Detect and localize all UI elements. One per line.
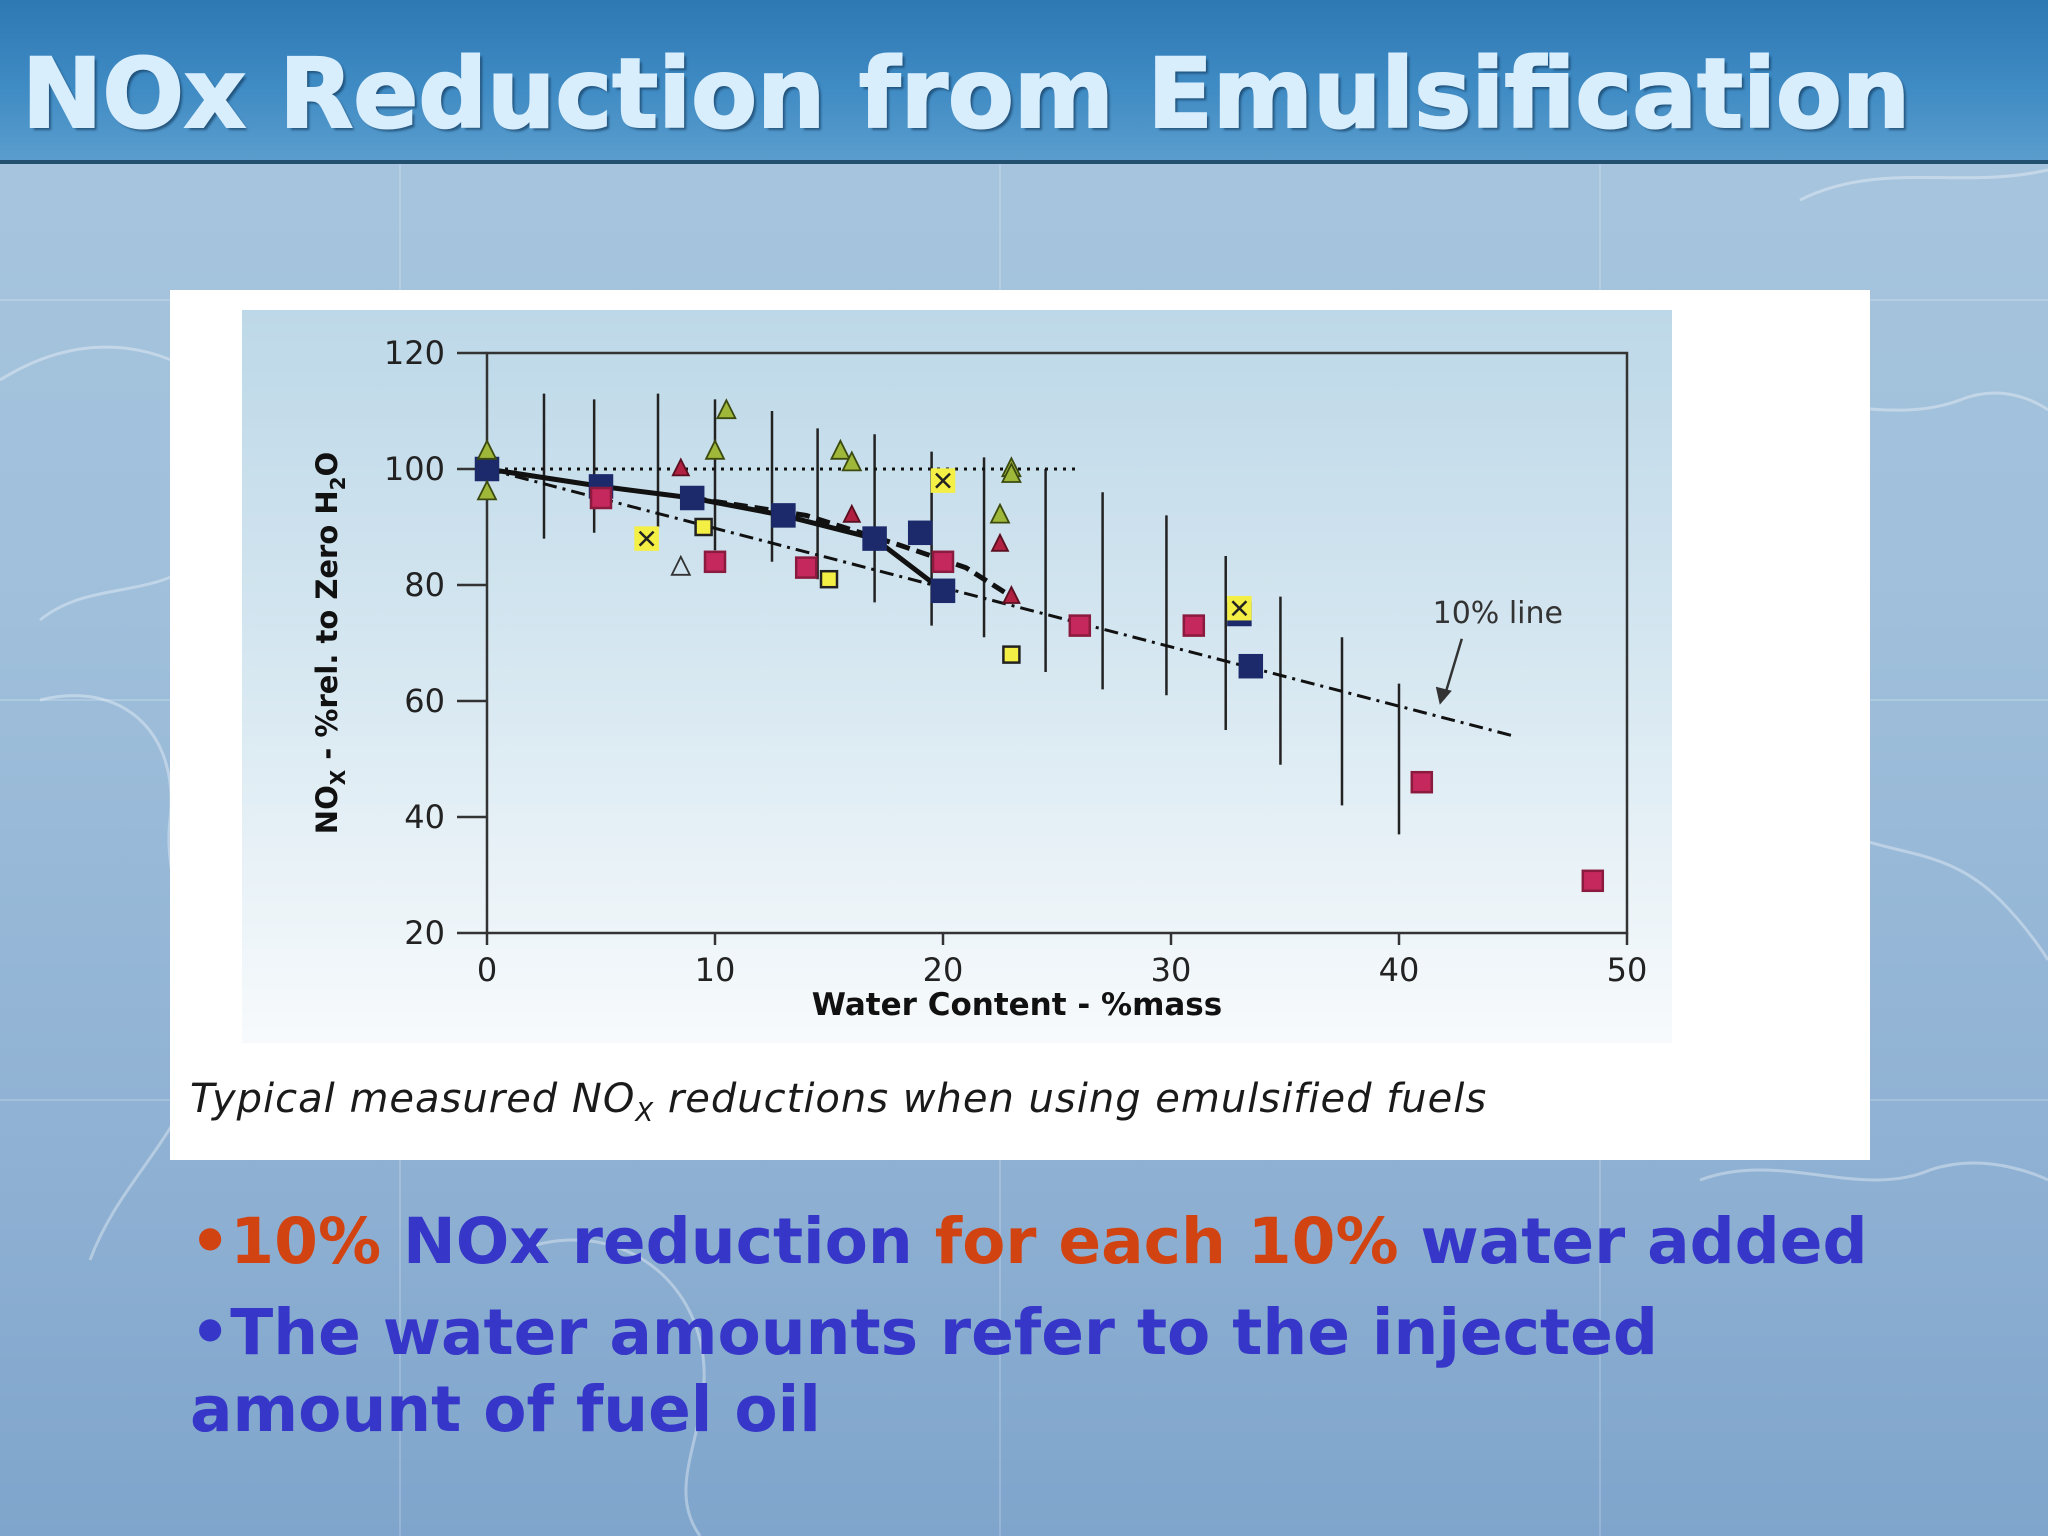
yellow-square-marker bbox=[694, 517, 713, 537]
nox-scatter-chart: 0 10 20 30 40 50 20 40 60 80 100 120 Water Content -… bbox=[310, 334, 1648, 1023]
annotation-arrowhead bbox=[1435, 686, 1452, 705]
bullet-item: •The water amounts refer to the injected… bbox=[190, 1295, 1950, 1449]
red-triangle-marker bbox=[671, 457, 691, 477]
reference-line bbox=[486, 467, 1514, 738]
caption-sub: X bbox=[635, 1098, 655, 1128]
olive-triangle-marker bbox=[989, 502, 1011, 524]
title-band bbox=[0, 0, 2048, 164]
olive-triangle-marker bbox=[841, 450, 863, 472]
magenta-square-marker bbox=[1182, 614, 1206, 637]
olive-triangle-marker bbox=[704, 438, 726, 460]
cross-mark bbox=[638, 530, 655, 547]
x-tick-label: 40 bbox=[1379, 951, 1420, 989]
y-tick-label: 60 bbox=[404, 682, 445, 720]
x-tick-label: 20 bbox=[923, 951, 964, 989]
caption-rest: reductions when using emulsified fuels bbox=[654, 1076, 1488, 1122]
yellow-square-marker bbox=[1002, 645, 1021, 664]
bullet-text: •10% bbox=[190, 1205, 403, 1278]
navy-square-marker bbox=[474, 456, 500, 482]
plot-frame bbox=[485, 351, 1629, 935]
magenta-square-marker bbox=[1068, 614, 1092, 637]
y-tick-label: 80 bbox=[404, 566, 445, 604]
yellow-square-marker bbox=[819, 569, 839, 589]
x-tick-label: 30 bbox=[1151, 951, 1192, 989]
figure-card: 0 10 20 30 40 50 20 40 60 80 100 120 Water Content -… bbox=[170, 290, 1870, 1160]
y-axis-label: NOX - %rel. to Zero H2O bbox=[310, 452, 350, 834]
x-tick-label: 50 bbox=[1607, 951, 1648, 989]
magenta-square-marker bbox=[589, 486, 613, 510]
annotation-arrow bbox=[1442, 638, 1463, 700]
olive-triangle-marker bbox=[476, 438, 498, 460]
olive-triangle-marker bbox=[476, 479, 498, 501]
red-triangle-marker bbox=[990, 532, 1010, 552]
navy-square-marker bbox=[862, 526, 887, 551]
bullet-list: •10% NOx reduction for each 10% water ad… bbox=[190, 1204, 1950, 1463]
olive-triangle-marker bbox=[715, 398, 737, 420]
olive-triangle-marker bbox=[1000, 461, 1022, 483]
red-triangle-marker bbox=[1001, 584, 1021, 604]
cross-mark bbox=[935, 472, 951, 489]
slide-title: NOx Reduction from Emulsification bbox=[21, 38, 1911, 150]
y-tick-label: 100 bbox=[384, 450, 445, 488]
bullet-item: •10% NOx reduction for each 10% water ad… bbox=[190, 1204, 1950, 1281]
x-tick-label: 0 bbox=[477, 951, 497, 989]
annotation-label: 10% line bbox=[1433, 596, 1563, 631]
olive-triangle-marker bbox=[829, 438, 851, 460]
open-triangle-marker bbox=[670, 554, 692, 576]
magenta-square-marker bbox=[931, 550, 955, 574]
figure-caption: Typical measured NOX reductions when usi… bbox=[190, 1076, 1850, 1128]
magenta-square-marker bbox=[1581, 869, 1605, 893]
navy-square-marker bbox=[771, 503, 796, 528]
bullet-text: for each 10% bbox=[934, 1205, 1421, 1278]
bullet-text: NOx reduction bbox=[403, 1205, 935, 1278]
navy-square-marker bbox=[1238, 653, 1264, 679]
y-tick-label: 120 bbox=[384, 334, 445, 372]
navy-square-marker bbox=[679, 485, 705, 511]
y-tick-label: 20 bbox=[404, 914, 445, 952]
plot-panel: 0 10 20 30 40 50 20 40 60 80 100 120 Water Content -… bbox=[242, 310, 1672, 1043]
bullet-text: water added bbox=[1420, 1205, 1868, 1278]
magenta-square-marker bbox=[1410, 770, 1434, 794]
magenta-square-marker bbox=[794, 556, 818, 579]
bullet-text: •The water amounts refer to the injected… bbox=[190, 1295, 1658, 1446]
navy-square-marker bbox=[930, 578, 956, 604]
y-tick-label: 40 bbox=[404, 798, 445, 836]
x-axis-label: Water Content - %mass bbox=[812, 987, 1222, 1023]
magenta-square-marker bbox=[703, 550, 727, 574]
cross-mark bbox=[1231, 600, 1248, 617]
red-triangle-marker bbox=[842, 503, 862, 523]
caption-main: Typical measured NO bbox=[190, 1076, 636, 1122]
navy-square-marker bbox=[907, 520, 933, 546]
trend-line bbox=[691, 495, 1013, 599]
x-tick-label: 10 bbox=[695, 951, 736, 989]
